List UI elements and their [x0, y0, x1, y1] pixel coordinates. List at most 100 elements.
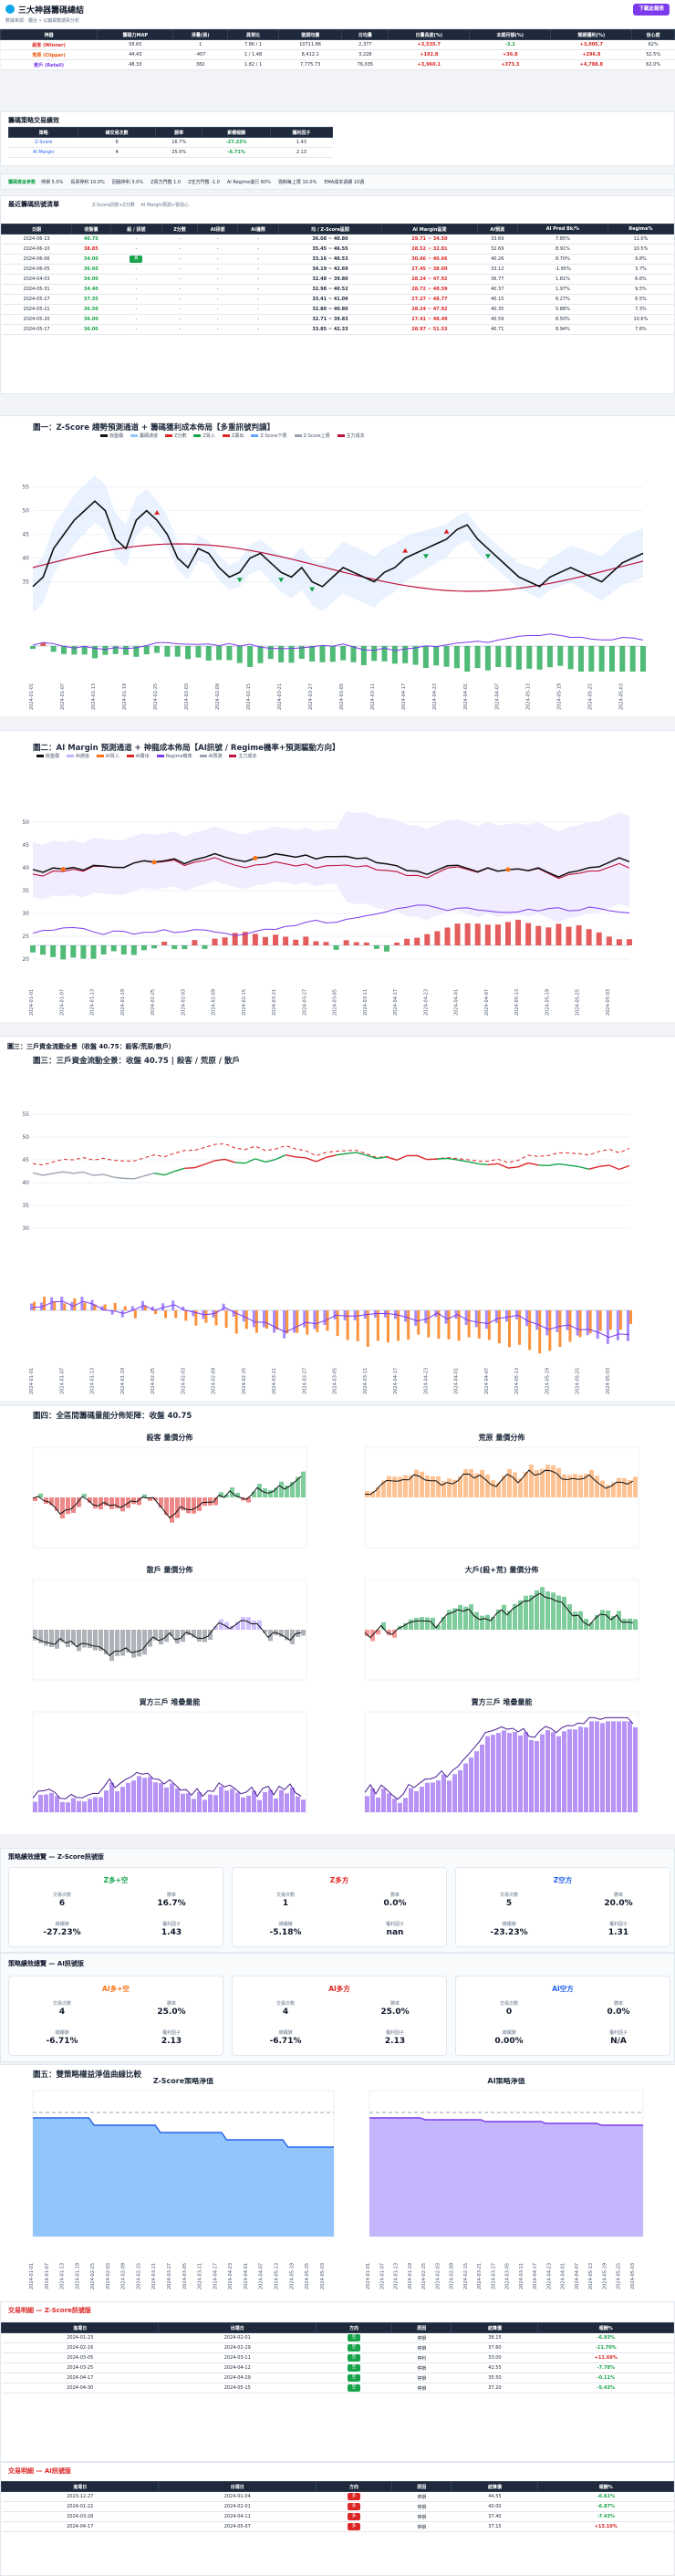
chart4-bar — [104, 1630, 109, 1654]
chart2-xtick: 2024-02-15 — [242, 989, 247, 1016]
chart3-ytick: 45 — [22, 1157, 29, 1163]
chart2-legend-item[interactable]: 主力成本 — [229, 754, 257, 759]
chart1-legend-item[interactable]: 主力成本 — [337, 433, 365, 439]
chart1-bar — [360, 646, 367, 665]
signal-cell: 33.16 ~ 40.53 — [278, 254, 382, 265]
chart2-legend-item[interactable]: AI買入 — [96, 754, 119, 759]
legend-swatch — [222, 434, 230, 437]
ai-trade-cell: 多 — [316, 2501, 392, 2512]
chart2-legend-item[interactable]: 收盤價 — [36, 754, 59, 759]
chart4-bar — [213, 1795, 218, 1812]
chart3-retail-bar — [283, 1310, 286, 1339]
summary-header: 異常比 — [227, 29, 279, 40]
chart3-close-segment — [265, 1158, 276, 1163]
chart2-ai-buy-marker — [505, 867, 511, 872]
chart3-xtick: 2024-04-01 — [454, 1368, 460, 1394]
chart4-panel-title: 殺客 量價分佈 — [146, 1433, 193, 1442]
chart4-bar — [452, 1774, 457, 1812]
chart4-bar — [617, 1721, 621, 1812]
chart1-bar — [278, 646, 285, 662]
chart1-legend-item[interactable]: Z-Score上限 — [294, 433, 330, 439]
chart4-bar — [513, 1472, 517, 1497]
chart1-bar — [309, 646, 316, 662]
chart5-title: 圖五：雙策略權益淨值曲線比較 — [33, 2070, 142, 2080]
chart4-bar — [496, 1482, 501, 1497]
chart4-bar — [192, 1630, 196, 1638]
chart2-bar — [252, 933, 258, 945]
chart3-clipper-bar — [143, 1305, 147, 1310]
chart4-bar — [370, 1491, 375, 1497]
z-trade-row: 2024-03-25 2024-04-12 空 停損 42.55 -7.78% — [1, 2362, 674, 2373]
chart4-title: 圖四：全區間籌碼量能分佈矩陣：收盤 40.75 — [33, 1412, 192, 1421]
chart1-bar — [433, 646, 440, 666]
chart1-legend-item[interactable]: Z-Score下限 — [251, 433, 287, 439]
chart4-bar — [224, 1790, 229, 1812]
chart4-bar — [44, 1794, 48, 1812]
chart4-bar — [131, 1780, 136, 1812]
chart3-close-segment — [296, 1156, 306, 1159]
chart3-close-segment — [487, 1163, 498, 1166]
chart4-bar — [252, 1790, 256, 1812]
ai-perf-label-ret: 總報酬 — [278, 2030, 293, 2036]
chart4-bar — [186, 1497, 191, 1514]
chart4-bar — [208, 1497, 213, 1506]
chart2-bar — [383, 945, 389, 952]
perf-row: AI Margin 4 25.0% -6.71% 2.13 — [8, 147, 333, 158]
chart3-clipper-bar — [629, 1310, 632, 1324]
chart4-bar — [252, 1620, 256, 1630]
export-button[interactable]: 下載此報表 — [633, 4, 670, 16]
chart4-bar — [513, 1603, 517, 1630]
chart1-legend-item[interactable]: 籌碼通道 — [130, 433, 158, 439]
chart3-retail-bar — [535, 1310, 539, 1330]
chart1-bar — [236, 646, 243, 663]
perf-header: 累積報酬 — [202, 127, 271, 138]
chart2-legend-item[interactable]: Regime機率 — [156, 754, 192, 759]
chart2-ytick: 30 — [22, 911, 29, 917]
chart2-xtick: 2024-05-19 — [545, 989, 550, 1016]
chart4-bar — [584, 1619, 588, 1630]
z-trade-header: 方向 — [315, 2322, 393, 2333]
ai-trade-cell: 2024-04-17 — [1, 2521, 159, 2532]
signal-row: 2024-05-27 37.35- - - -33.41 ~ 41.09 27.27 ~ … — [1, 294, 674, 305]
chart4-bar — [202, 1630, 207, 1643]
chart3-clipper-bar — [164, 1310, 168, 1319]
chart4-bar — [224, 1622, 229, 1630]
legend-swatch — [96, 755, 104, 757]
signal-cell: 2024-06-05 — [1, 264, 72, 275]
chart3-clipper-bar — [427, 1310, 431, 1338]
legend-label: Regime機率 — [165, 754, 192, 759]
chart3-close-segment — [346, 1152, 357, 1154]
chart1-z-buy-marker — [422, 554, 429, 559]
chart1-legend-item[interactable]: Z分數 — [165, 433, 186, 439]
z-equity-xtick: 2024-05-25 — [305, 2263, 310, 2289]
chart3-retail-bar — [525, 1310, 529, 1327]
chart4-panel: 圖四：全區間籌碼量能分佈矩陣：收盤 40.75 殺客 量價分佈 荒原 量價分佈 散戶… — [0, 1405, 675, 1834]
chart3-close-segment — [356, 1152, 367, 1156]
chart1-bar — [546, 646, 553, 668]
z-perf-value-ret: -5.18% — [269, 1928, 302, 1937]
chart3-retail-bar — [242, 1310, 245, 1322]
chart2-ytick: 35 — [22, 888, 29, 894]
chart4-bar — [409, 1619, 413, 1630]
signal-cell: - — [161, 274, 198, 285]
chart1-legend-item[interactable]: 收盤價 — [100, 433, 123, 439]
chart4-bar — [589, 1721, 594, 1812]
chart2-legend-item[interactable]: AI賣出 — [126, 754, 150, 759]
chart1-legend-item[interactable]: Z賣出 — [222, 433, 244, 439]
ai-equity-line — [369, 2117, 643, 2126]
chart4-bar — [197, 1497, 202, 1511]
chart2-legend-item[interactable]: AI通道 — [67, 754, 89, 759]
param-item: EMA成本週期 10週 — [324, 180, 365, 185]
chart4-bar — [279, 1789, 284, 1812]
param-item: 強制每上限 10.0% — [277, 180, 317, 185]
chart1-z-buy-marker — [309, 587, 316, 592]
chart3-clipper-bar — [588, 1310, 592, 1334]
chart2-legend-item[interactable]: AI預測 — [199, 754, 222, 759]
signals-table: 日期 收盤價殺 / 訊號 Z分數 AI訊號 AI邊際均 / Z-Score區間 AI Ma… — [0, 224, 675, 335]
chart1-legend-item[interactable]: Z買入 — [193, 433, 215, 439]
summary-header: 信心度 — [631, 29, 675, 40]
chart4-bar — [137, 1776, 141, 1812]
chart4-bar — [252, 1491, 256, 1497]
chart1-bar — [133, 646, 140, 657]
signal-header: AI Margin區間 — [381, 224, 478, 235]
